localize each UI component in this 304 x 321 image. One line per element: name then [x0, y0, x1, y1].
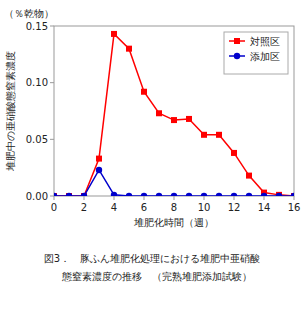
- x-tick: [294, 196, 295, 200]
- x-tick: [264, 196, 265, 200]
- data-point: [186, 193, 192, 196]
- y-tick-label: 0.15: [26, 21, 48, 32]
- data-point: [231, 150, 237, 156]
- x-tick: [174, 196, 175, 200]
- data-point: [66, 193, 72, 196]
- data-point: [201, 193, 207, 196]
- chart-container: 0.00 0.05 0.10 0.15 0 2 4 6 8 10 12 14 16 堆肥化時間（週） 堆肥中…: [0, 0, 304, 321]
- data-point: [216, 132, 222, 138]
- data-point: [261, 193, 267, 196]
- y-tick: [50, 139, 54, 140]
- data-point: [156, 110, 162, 116]
- y-axis-unit: （％乾物）: [4, 8, 54, 19]
- x-tick-label: 16: [288, 202, 301, 213]
- data-point: [186, 116, 192, 122]
- data-point: [156, 193, 162, 196]
- x-tick-label: 14: [258, 202, 271, 213]
- y-tick: [50, 196, 54, 197]
- x-tick-label: 2: [81, 202, 87, 213]
- x-tick-label: 10: [198, 202, 211, 213]
- data-point: [246, 173, 252, 179]
- caption-subtitle: 態窒素濃度の推移 （完熟堆肥添加試験）: [52, 271, 252, 282]
- data-point: [126, 193, 132, 196]
- data-point: [81, 193, 87, 196]
- data-point: [291, 193, 294, 196]
- x-tick-label: 0: [51, 202, 57, 213]
- chart: 0.00 0.05 0.10 0.15 0 2 4 6 8 10 12 14 16 堆肥化時間（週） 堆肥中…: [0, 0, 304, 321]
- data-point: [171, 117, 177, 123]
- x-tick-label: 8: [171, 202, 177, 213]
- legend-marker: [234, 38, 240, 44]
- x-tick-label: 12: [228, 202, 241, 213]
- data-point: [201, 132, 207, 138]
- data-point: [171, 193, 177, 196]
- x-tick-label: 4: [111, 202, 117, 213]
- y-axis-label: 堆肥中の亜硝酸態窒素濃度: [5, 51, 16, 172]
- legend-box: [224, 32, 288, 74]
- x-tick: [84, 196, 85, 200]
- data-point: [54, 193, 57, 196]
- data-point: [291, 193, 294, 196]
- plot-area: [54, 31, 294, 196]
- data-point: [111, 31, 117, 37]
- y-tick: [50, 26, 54, 27]
- data-point: [231, 193, 237, 196]
- x-axis-label: 堆肥化時間（週）: [133, 217, 214, 228]
- data-point: [66, 193, 72, 196]
- data-point: [126, 46, 132, 52]
- legend-label: 対照区: [250, 36, 280, 47]
- legend-label: 添加区: [250, 51, 280, 62]
- x-tick: [54, 196, 55, 200]
- plot-frame: [54, 26, 294, 196]
- x-tick: [114, 196, 115, 200]
- data-point: [96, 167, 102, 173]
- data-point: [54, 193, 57, 196]
- data-point: [141, 193, 147, 196]
- data-point: [96, 156, 102, 162]
- data-point: [111, 192, 117, 196]
- series-line: [54, 170, 294, 196]
- y-tick-label: 0.10: [26, 77, 48, 88]
- caption-title: 図3． 豚ふん堆肥化処理における堆肥中亜硝酸: [44, 253, 260, 264]
- x-tick: [204, 196, 205, 200]
- x-tick-label: 6: [141, 202, 147, 213]
- y-tick: [50, 82, 54, 83]
- data-point: [216, 193, 222, 196]
- x-tick: [234, 196, 235, 200]
- legend: 対照区添加区: [224, 32, 288, 74]
- y-tick-label: 0.00: [26, 191, 48, 202]
- x-tick: [144, 196, 145, 200]
- y-tick-label: 0.05: [26, 134, 48, 145]
- data-point: [246, 193, 252, 196]
- legend-marker: [234, 53, 240, 59]
- series-line: [54, 34, 294, 196]
- data-point: [141, 89, 147, 95]
- data-point: [276, 193, 282, 196]
